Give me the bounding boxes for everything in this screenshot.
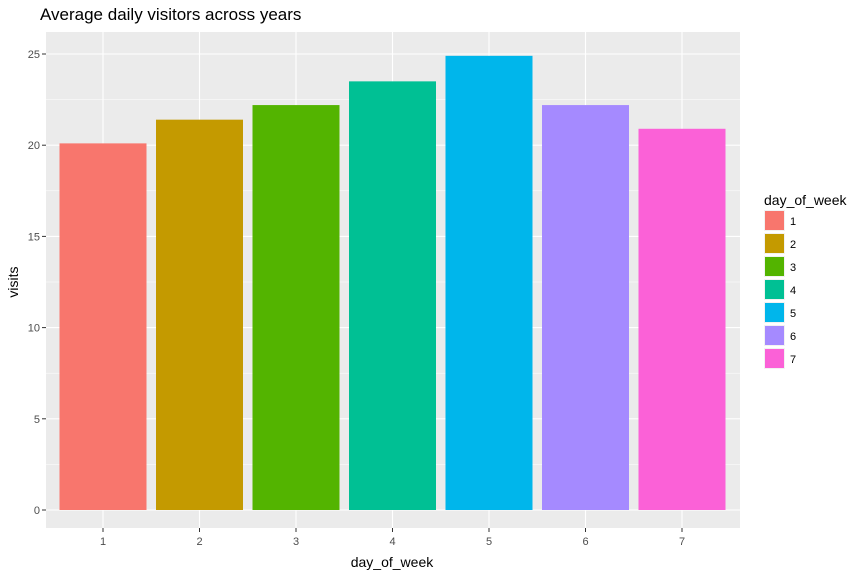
legend-label-5: 5 (790, 308, 796, 320)
legend-label-4: 4 (790, 285, 796, 297)
y-tick-label: 20 (28, 140, 40, 152)
x-axis: 1 2 3 4 5 6 7 (100, 528, 685, 548)
bar-1 (59, 143, 147, 510)
x-tick-label: 3 (293, 536, 299, 548)
x-tick-label: 4 (389, 536, 395, 548)
x-tick-label: 6 (582, 536, 588, 548)
bar-6 (542, 105, 629, 511)
bar-7 (638, 128, 726, 510)
bars (59, 55, 726, 511)
legend-swatch-4 (765, 280, 784, 299)
x-tick-label: 1 (100, 536, 106, 548)
legend-title: day_of_week (764, 192, 848, 208)
legend-items: 1 2 3 4 5 6 7 (764, 210, 796, 369)
legend-swatch-7 (765, 349, 784, 368)
bar-3 (252, 105, 340, 511)
y-axis-label: visits (5, 266, 21, 297)
bar-4 (349, 81, 436, 511)
legend-swatch-1 (765, 211, 784, 230)
legend-label-7: 7 (790, 354, 796, 366)
legend-label-1: 1 (790, 216, 796, 228)
y-tick-label: 0 (34, 505, 40, 517)
x-tick-label: 2 (196, 536, 202, 548)
chart-title: Average daily visitors across years (40, 5, 301, 24)
legend-swatch-6 (765, 326, 784, 345)
x-tick-label: 5 (486, 536, 492, 548)
legend-label-6: 6 (790, 331, 796, 343)
bar-5 (445, 55, 533, 510)
legend-swatch-5 (765, 303, 784, 322)
bar-2 (156, 119, 243, 510)
y-tick-label: 10 (28, 323, 40, 335)
legend-label-3: 3 (790, 262, 796, 274)
y-tick-label: 25 (28, 49, 40, 61)
y-tick-label: 5 (34, 414, 40, 426)
legend-label-2: 2 (790, 239, 796, 251)
x-axis-label: day_of_week (351, 554, 435, 570)
x-tick-label: 7 (679, 536, 685, 548)
y-tick-label: 15 (28, 231, 40, 243)
legend-swatch-3 (765, 257, 784, 276)
legend-swatch-2 (765, 234, 784, 253)
legend: day_of_week 1 2 3 4 5 6 7 (764, 192, 848, 369)
y-axis: 0 5 10 15 20 25 (28, 49, 46, 517)
